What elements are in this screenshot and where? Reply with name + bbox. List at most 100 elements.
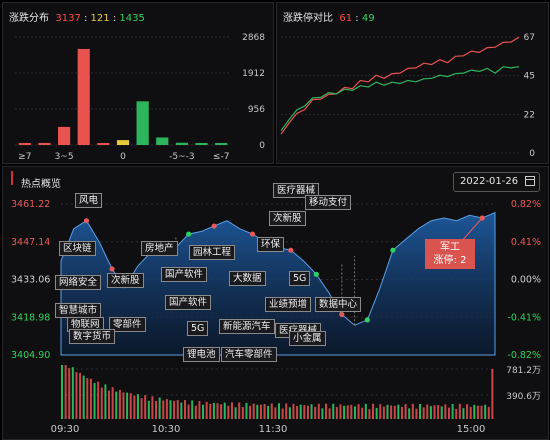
hot-tag[interactable]: 5G (289, 271, 311, 286)
volume-bar (292, 403, 295, 419)
date-picker[interactable]: 2022-01-26 (453, 172, 540, 192)
volume-bar (187, 404, 190, 419)
hot-tag[interactable]: 房地产 (141, 241, 178, 256)
volume-bar (115, 391, 118, 419)
hot-tag[interactable]: 移动支付 (305, 195, 352, 210)
y-tick-label: 22 (524, 110, 535, 120)
price-tick-label: 3418.98 (11, 312, 50, 323)
volume-bar (173, 400, 176, 419)
volume-bar (100, 387, 103, 419)
hot-tag[interactable]: 5G (187, 321, 209, 336)
price-tick-label: 3461.22 (11, 199, 50, 210)
volume-bar (451, 403, 454, 419)
price-tick-label: 3433.06 (11, 275, 50, 286)
hot-tag[interactable]: 大数据 (229, 271, 266, 286)
dist-bar (175, 142, 188, 145)
volume-bar (364, 403, 367, 419)
hot-tag[interactable]: 网络安全 (55, 275, 102, 290)
hot-tag[interactable]: 小金属 (289, 331, 326, 346)
limit-up-count: 61 (339, 13, 353, 24)
volume-bar (129, 393, 132, 419)
hot-tag[interactable]: 智慧城市 (55, 303, 102, 318)
volume-bar (458, 403, 461, 419)
hot-tag[interactable]: 次新股 (107, 273, 144, 288)
volume-bar (68, 368, 71, 419)
volume-bar (400, 407, 403, 419)
military-callout[interactable]: 军工 涨停: 2 (425, 239, 475, 269)
hot-tag[interactable]: 园林工程 (189, 245, 236, 260)
volume-bar (191, 400, 194, 419)
volume-bar (133, 395, 136, 419)
pct-tick-label: 0.82% (511, 199, 541, 210)
volume-bar (353, 406, 356, 419)
hot-tag[interactable]: 数据中心 (315, 297, 362, 312)
limit-ratio-chart: 67 45 22 0 (280, 33, 535, 159)
volume-bar (382, 406, 385, 419)
volume-bar (281, 408, 284, 419)
x-tick-label: -5~-3 (169, 152, 195, 162)
volume-bar (480, 405, 483, 419)
volume-bar (238, 402, 241, 419)
volume-bar (346, 405, 349, 419)
hot-tag[interactable]: 业绩预增 (265, 297, 312, 312)
volume-bar (476, 405, 479, 419)
price-tick-label: 3447.14 (11, 237, 50, 248)
calendar-icon[interactable] (525, 176, 535, 186)
volume-bar (491, 369, 494, 419)
limit-ratio-title: 涨跌停对比 61 : 49 (283, 13, 375, 24)
volume-bar (455, 408, 458, 419)
volume-bar (325, 403, 328, 419)
event-dot (83, 218, 90, 224)
pct-tick-label: 0.00% (511, 275, 541, 286)
volume-bar (473, 404, 476, 419)
volume-bar (136, 394, 139, 419)
volume-bar (111, 387, 114, 419)
hot-tag[interactable]: 医疗器械 (273, 183, 320, 198)
volume-bar (169, 400, 172, 419)
distribution-title: 涨跌分布 3137 : 121 : 1435 (9, 13, 145, 24)
dist-bar (18, 143, 31, 145)
dist-bar (97, 143, 110, 145)
volume-bar (230, 402, 233, 419)
hot-tag[interactable]: 次新股 (269, 211, 306, 226)
volume-bar (357, 404, 360, 419)
volume-bar (368, 409, 371, 419)
volume-bar (147, 400, 150, 419)
hot-tag[interactable]: 汽车零部件 (221, 347, 277, 362)
volume-bar (93, 383, 96, 419)
volume-bar (393, 405, 396, 419)
volume-bar (350, 404, 353, 419)
volume-bar (209, 403, 212, 419)
volume-bar (390, 405, 393, 419)
volume-bar (212, 402, 215, 419)
hot-tag[interactable]: 区块链 (59, 241, 96, 256)
limit-up-line (280, 36, 520, 135)
hot-tag[interactable]: 零部件 (109, 317, 146, 332)
hot-tag[interactable]: 数字货币 (69, 329, 116, 344)
pct-tick-label: -0.82% (507, 350, 541, 361)
hot-tag[interactable]: 风电 (75, 193, 103, 208)
x-tick-label: ≤-7 (213, 152, 230, 162)
volume-bar (216, 403, 219, 419)
volume-bar (241, 407, 244, 419)
volume-bar (259, 404, 262, 419)
volume-bar (466, 404, 469, 419)
volume-bar (89, 378, 92, 419)
hot-tag[interactable]: 环保 (257, 237, 285, 252)
volume-bar (484, 404, 487, 419)
event-dot (211, 223, 217, 229)
volume-bar (274, 407, 277, 419)
hot-tag[interactable]: 国产软件 (161, 267, 208, 282)
volume-bar (220, 404, 223, 419)
volume-bar (317, 403, 320, 419)
dist-bar (38, 142, 51, 145)
volume-bar (64, 365, 67, 419)
hot-tag[interactable]: 国产软件 (165, 295, 212, 310)
hot-tag[interactable]: 锂电池 (183, 347, 220, 362)
hot-tag[interactable]: 新能源汽车 (219, 319, 275, 334)
volume-bar (422, 407, 425, 419)
volume-bar (122, 392, 125, 419)
distribution-chart: 2868 1912 956 0 ≥7 3~5 0 -5~-3 ≤-7 (15, 33, 265, 162)
up-count: 3137 (55, 13, 81, 24)
volume-bar (469, 406, 472, 419)
